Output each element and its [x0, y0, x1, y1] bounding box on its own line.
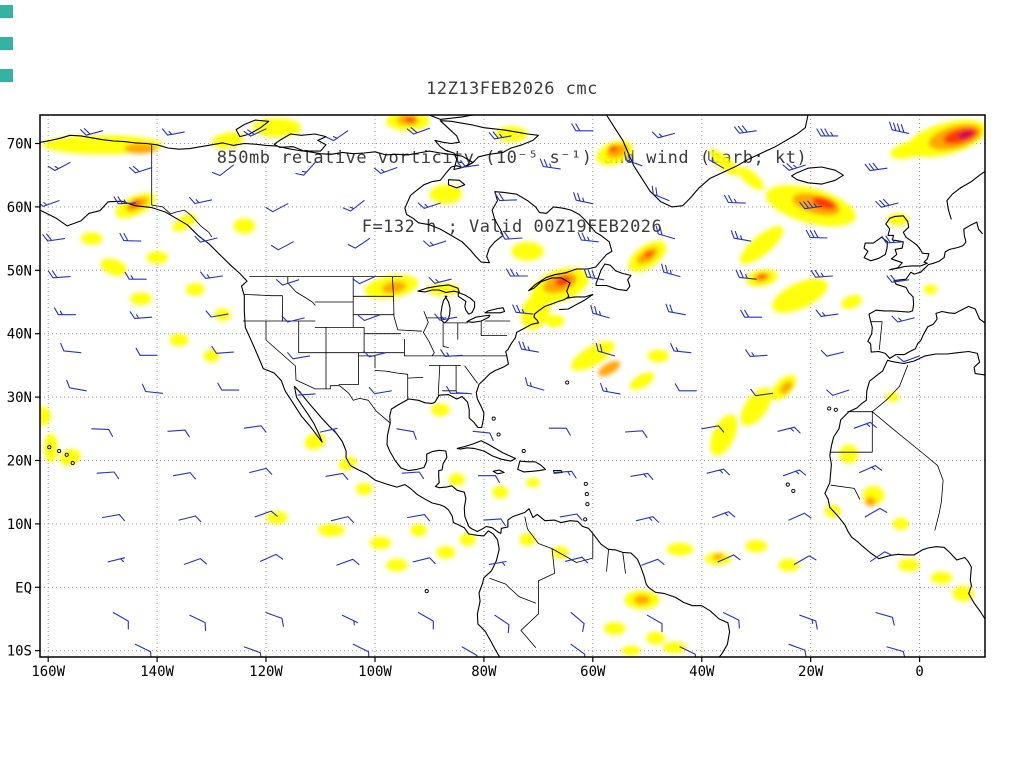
svg-text:20N: 20N	[7, 454, 32, 470]
svg-text:30N: 30N	[7, 390, 32, 406]
svg-text:80W: 80W	[471, 664, 497, 680]
svg-text:40W: 40W	[689, 664, 715, 680]
svg-text:120W: 120W	[249, 664, 283, 680]
svg-text:EQ: EQ	[15, 580, 32, 596]
edge-artifact-square	[0, 69, 13, 82]
svg-text:160W: 160W	[31, 664, 65, 680]
svg-text:10S: 10S	[7, 644, 32, 660]
svg-text:100W: 100W	[358, 664, 392, 680]
svg-text:10N: 10N	[7, 517, 32, 533]
title-valid-time: F=132 h ; Valid 00Z19FEB2026	[361, 217, 663, 237]
edge-artifact-square	[0, 37, 13, 50]
svg-text:60W: 60W	[580, 664, 606, 680]
svg-text:40N: 40N	[7, 327, 32, 343]
svg-text:50N: 50N	[7, 263, 32, 279]
svg-text:0: 0	[915, 664, 923, 680]
svg-text:20W: 20W	[798, 664, 824, 680]
edge-artifact-square	[0, 5, 13, 18]
svg-text:60N: 60N	[7, 200, 32, 216]
svg-text:140W: 140W	[140, 664, 174, 680]
title-init-time: 12Z13FEB2026 cmc	[426, 79, 598, 99]
svg-text:70N: 70N	[7, 137, 32, 153]
